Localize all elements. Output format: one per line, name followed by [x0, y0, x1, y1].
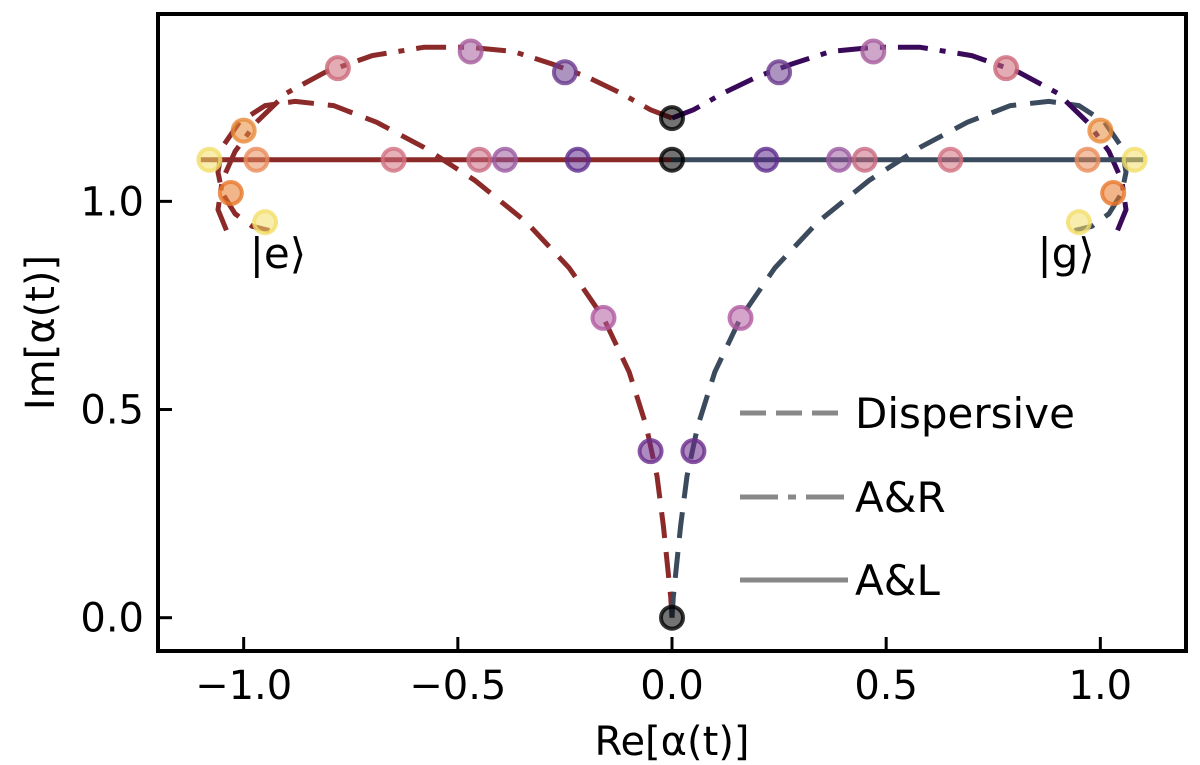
data-point-20 — [826, 146, 853, 173]
x-tick-label-4: 1.0 — [1069, 663, 1133, 709]
data-point-7 — [324, 55, 351, 82]
data-point-24 — [1121, 146, 1148, 173]
state-labels: |e⟩ |g⟩ — [250, 229, 1095, 278]
data-point-13 — [196, 146, 223, 173]
data-point-3 — [637, 438, 664, 465]
data-point-4 — [680, 438, 707, 465]
data-point-14 — [243, 146, 270, 173]
series-line-dashed-0 — [215, 98, 675, 618]
data-point-15 — [380, 146, 407, 173]
data-point-16 — [466, 146, 493, 173]
legend-label-1: A&R — [855, 473, 946, 522]
legend: Dispersive A&R A&L — [740, 389, 1075, 605]
data-point-2 — [659, 105, 685, 132]
data-point-27 — [217, 180, 244, 207]
series-line-dashdot-2 — [215, 44, 673, 232]
y-tick-label-1: 0.5 — [80, 388, 144, 434]
data-point-0 — [659, 604, 685, 631]
x-tick-label-2: 0.0 — [640, 663, 704, 709]
data-point-8 — [457, 38, 484, 65]
data-point-11 — [860, 38, 887, 65]
data-point-17 — [491, 146, 518, 173]
data-point-21 — [851, 146, 878, 173]
series-layer — [200, 44, 1144, 618]
legend-label-2: A&L — [855, 556, 940, 605]
data-point-23 — [1074, 146, 1101, 173]
series-line-dashdot-3 — [671, 44, 1129, 232]
data-point-1 — [659, 146, 685, 173]
data-point-25 — [230, 117, 257, 144]
y-axis-title: Im[α(t)] — [18, 255, 64, 410]
x-axis-title: Re[α(t)] — [594, 719, 749, 765]
x-tick-label-1: −0.5 — [409, 663, 506, 709]
state-label-1: |g⟩ — [1037, 229, 1094, 278]
series-line-dashed-1 — [669, 98, 1129, 618]
data-point-29 — [252, 209, 279, 236]
data-point-22 — [937, 146, 964, 173]
x-tick-label-3: 0.5 — [854, 663, 918, 709]
data-point-18 — [564, 146, 591, 173]
data-point-6 — [727, 304, 754, 331]
state-label-0: |e⟩ — [250, 229, 306, 278]
data-point-26 — [1087, 117, 1114, 144]
data-point-9 — [551, 59, 578, 86]
x-axis-ticks: −1.0 −0.5 0.0 0.5 1.0 — [195, 637, 1132, 709]
y-tick-label-0: 0.0 — [80, 596, 144, 642]
x-tick-label-0: −1.0 — [195, 663, 292, 709]
data-point-12 — [993, 55, 1020, 82]
data-point-28 — [1100, 180, 1127, 207]
data-point-10 — [766, 59, 793, 86]
data-point-30 — [1065, 209, 1092, 236]
y-tick-label-2: 1.0 — [80, 179, 144, 225]
data-point-19 — [753, 146, 780, 173]
y-axis-ticks: 0.0 0.5 1.0 — [80, 179, 172, 642]
data-point-5 — [590, 304, 617, 331]
marker-layer — [196, 38, 1148, 631]
legend-label-0: Dispersive — [855, 389, 1075, 438]
